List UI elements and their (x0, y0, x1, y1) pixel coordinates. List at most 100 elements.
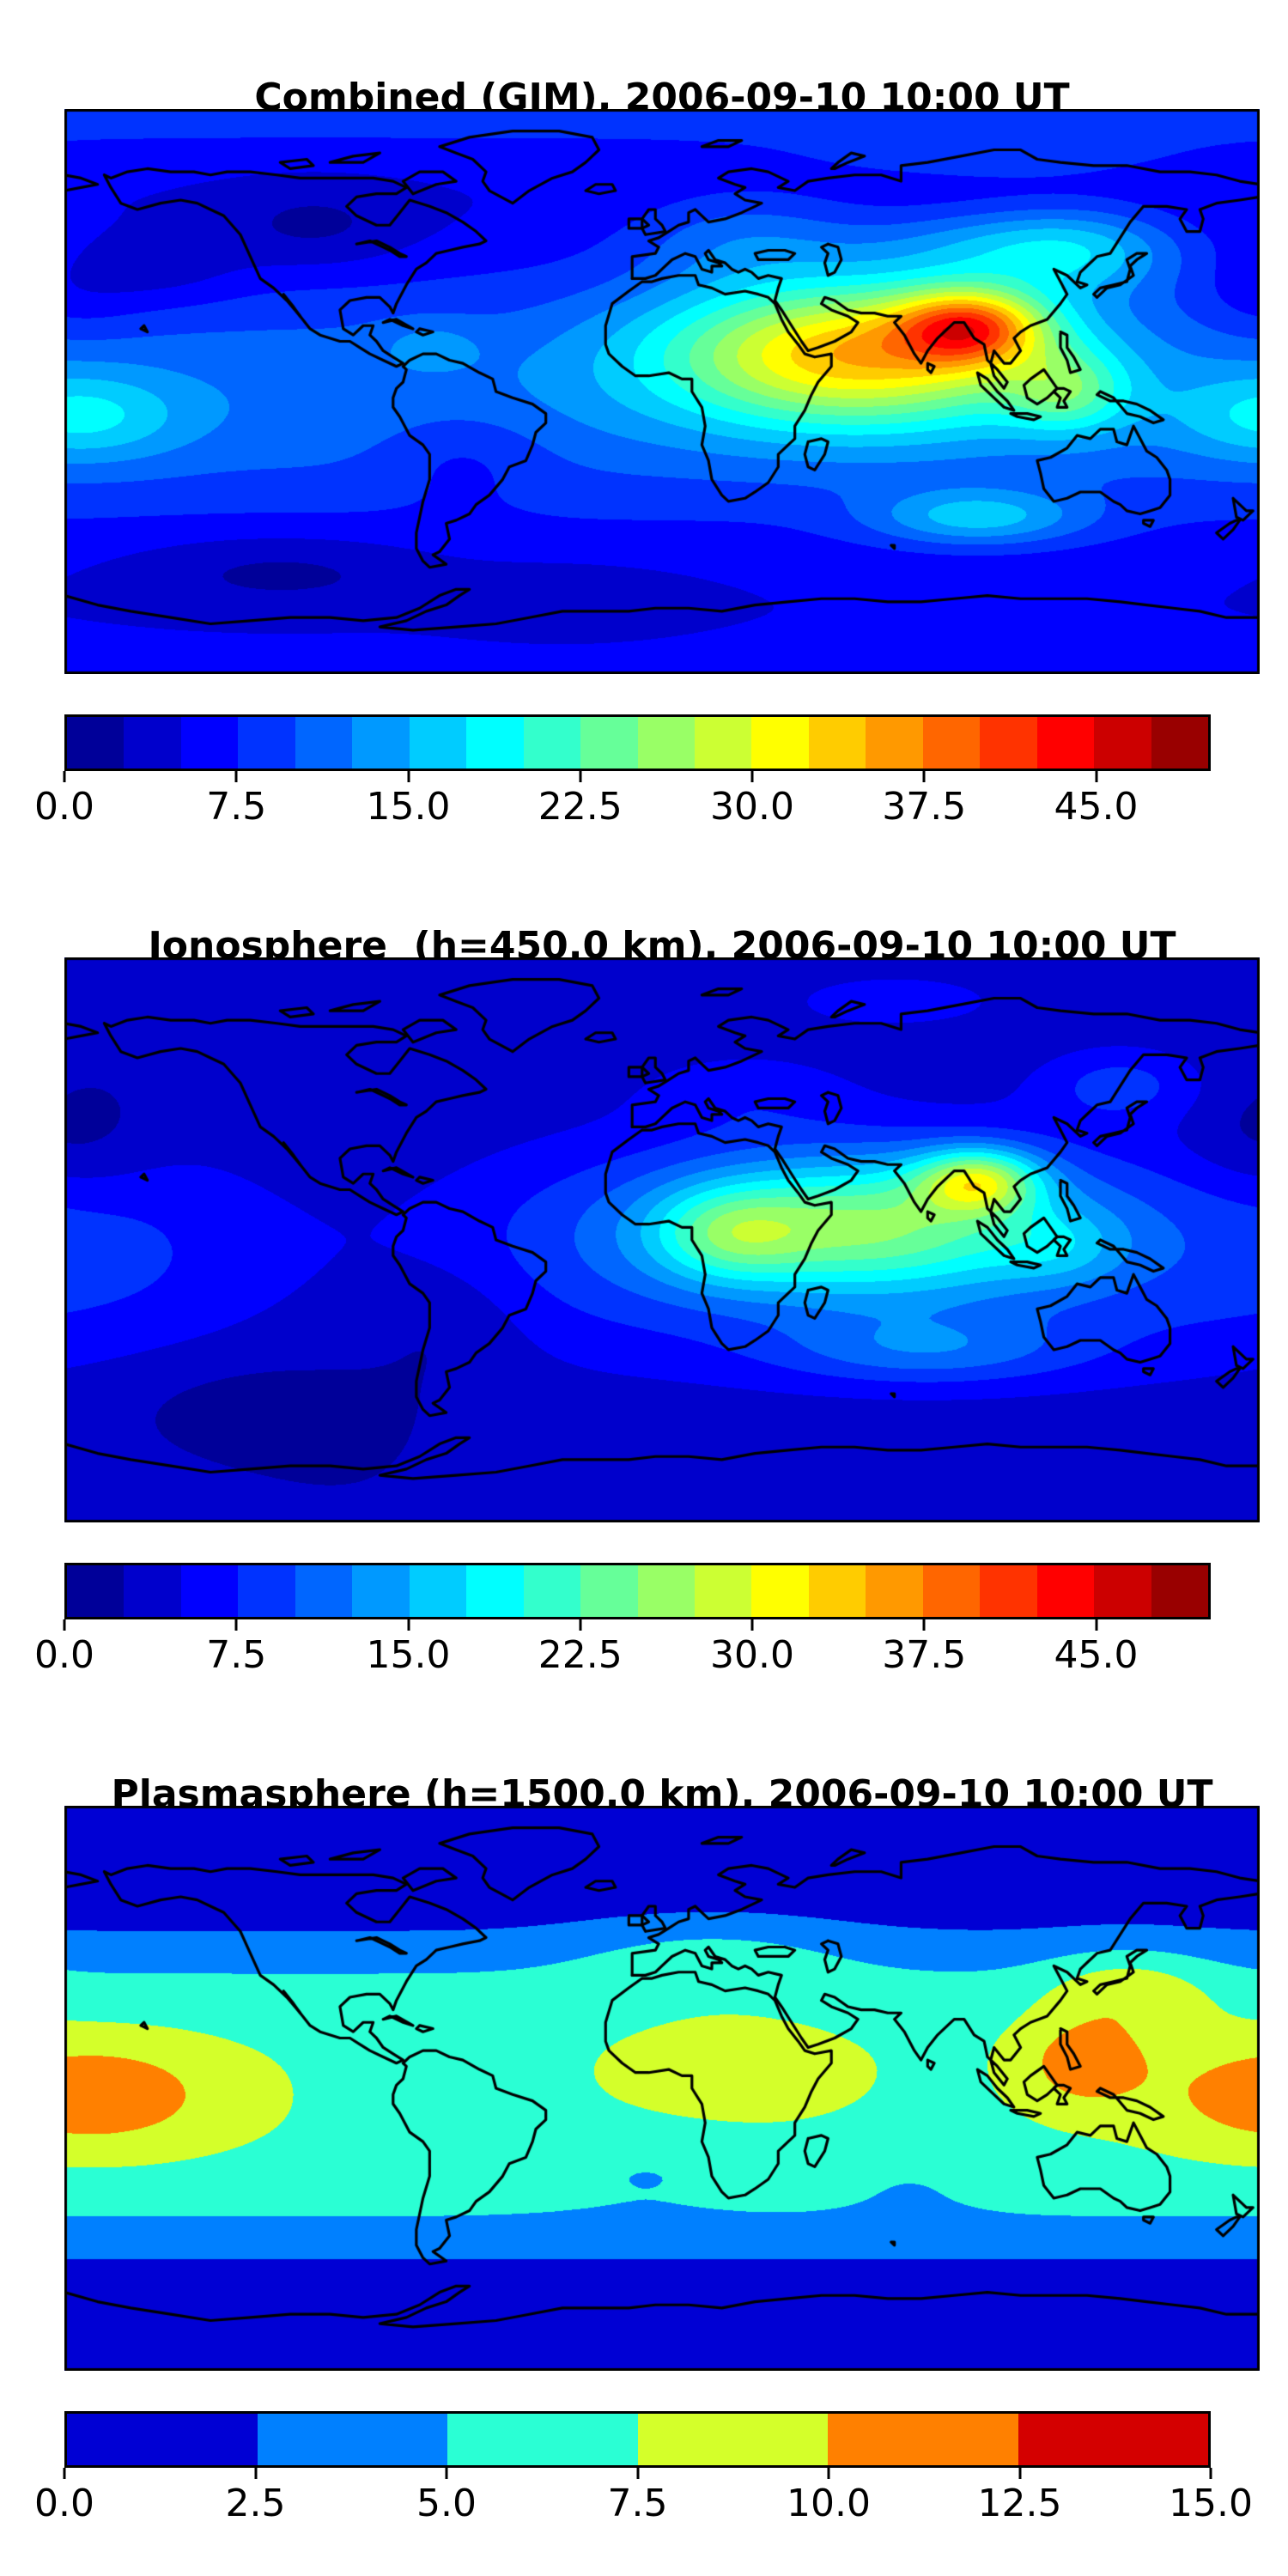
ionosphere-colorbar-segment-13 (808, 1565, 866, 1617)
ionosphere-ticklabel-3: 22.5 (538, 1633, 623, 1677)
combined-colorbar-segment-17 (1036, 717, 1095, 769)
combined-ticklabel-6: 45.0 (1054, 785, 1139, 829)
ionosphere-tickmark-5 (922, 1619, 926, 1631)
ionosphere-tickmark-1 (234, 1619, 238, 1631)
combined-colorbar (64, 714, 1211, 771)
combined-ticklabel-0: 0.0 (34, 785, 94, 829)
combined-colorbar-segment-16 (980, 717, 1037, 769)
plasmasphere-colorbar-segment-0 (67, 2414, 258, 2465)
combined-tickmark-0 (63, 771, 66, 782)
ionosphere-colorbar-labels: 0.0 7.5 15.0 22.5 30.0 37.5 45.0 (34, 1633, 1211, 1678)
ionosphere-colorbar-segment-4 (295, 1565, 353, 1617)
combined-tickmark-4 (750, 771, 754, 782)
plasmasphere-colorbar-segment-4 (828, 2414, 1018, 2465)
ionosphere-colorbar-segment-11 (694, 1565, 752, 1617)
ionosphere-ticklabel-2: 15.0 (366, 1633, 451, 1677)
combined-tickmark-3 (579, 771, 582, 782)
combined-colorbar-ticks (63, 771, 1211, 783)
ionosphere-colorbar-segment-1 (124, 1565, 181, 1617)
plasmasphere-colorbar-ticks (63, 2468, 1212, 2480)
plasmasphere-ticklabel-5: 12.5 (977, 2482, 1062, 2525)
ionosphere-colorbar-segment-9 (580, 1565, 638, 1617)
plasmasphere-colorbar-labels: 0.0 2.5 5.0 7.5 10.0 12.5 15.0 (34, 2482, 1253, 2526)
ionosphere-tickmark-0 (63, 1619, 66, 1631)
combined-colorbar-segment-5 (352, 717, 410, 769)
plasmasphere-tickmark-5 (1018, 2468, 1021, 2479)
combined-colorbar-segment-6 (409, 717, 467, 769)
plasmasphere-tickmark-6 (1209, 2468, 1212, 2479)
combined-map-canvas (64, 109, 1260, 674)
plasmasphere-ticklabel-4: 10.0 (787, 2482, 871, 2525)
plasmasphere-ticklabel-0: 0.0 (34, 2482, 94, 2525)
plasmasphere-colorbar-segment-2 (447, 2414, 638, 2465)
plasmasphere-ticklabel-1: 2.5 (225, 2482, 286, 2525)
combined-colorbar-segment-2 (180, 717, 239, 769)
plasmasphere-ticklabel-2: 5.0 (416, 2482, 477, 2525)
plasmasphere-ticklabel-6: 15.0 (1169, 2482, 1253, 2525)
ionosphere-tickmark-4 (750, 1619, 754, 1631)
combined-colorbar-segment-1 (124, 717, 181, 769)
ionosphere-colorbar-segment-8 (523, 1565, 581, 1617)
ionosphere-ticklabel-5: 37.5 (882, 1633, 967, 1677)
combined-tickmark-5 (922, 771, 926, 782)
combined-colorbar-segment-18 (1094, 717, 1151, 769)
ionosphere-ticklabel-1: 7.5 (206, 1633, 267, 1677)
ionosphere-ticklabel-6: 45.0 (1054, 1633, 1139, 1677)
combined-colorbar-segment-14 (866, 717, 923, 769)
ionosphere-tickmark-3 (579, 1619, 582, 1631)
ionosphere-colorbar-segment-18 (1094, 1565, 1151, 1617)
plasmasphere-tickmark-2 (445, 2468, 448, 2479)
plasmasphere-colorbar-segment-5 (1018, 2414, 1208, 2465)
ionosphere-tickmark-2 (407, 1619, 410, 1631)
combined-ticklabel-5: 37.5 (882, 785, 967, 829)
combined-colorbar-segment-3 (238, 717, 295, 769)
plasmasphere-map-canvas (64, 1806, 1260, 2371)
ionosphere-colorbar-segment-7 (466, 1565, 524, 1617)
combined-colorbar-segment-10 (637, 717, 695, 769)
plasmasphere-tickmark-4 (827, 2468, 830, 2479)
ionosphere-colorbar-segment-16 (980, 1565, 1037, 1617)
plasmasphere-colorbar-segment-3 (637, 2414, 828, 2465)
combined-ticklabel-1: 7.5 (206, 785, 267, 829)
ionosphere-colorbar-segment-14 (866, 1565, 923, 1617)
combined-colorbar-segment-4 (295, 717, 353, 769)
combined-colorbar-segment-13 (808, 717, 866, 769)
plasmasphere-colorbar-segment-1 (257, 2414, 447, 2465)
ionosphere-colorbar-segment-0 (67, 1565, 125, 1617)
ionosphere-colorbar-segment-6 (409, 1565, 467, 1617)
combined-colorbar-segment-7 (466, 717, 524, 769)
ionosphere-colorbar-segment-15 (922, 1565, 981, 1617)
ionosphere-map-canvas (64, 957, 1260, 1522)
combined-colorbar-labels: 0.0 7.5 15.0 22.5 30.0 37.5 45.0 (34, 785, 1211, 829)
plasmasphere-ticklabel-3: 7.5 (607, 2482, 668, 2525)
plasmasphere-tickmark-0 (63, 2468, 66, 2479)
plasmasphere-tickmark-3 (636, 2468, 639, 2479)
combined-colorbar-segment-15 (922, 717, 981, 769)
combined-colorbar-segment-8 (523, 717, 581, 769)
combined-tickmark-6 (1095, 771, 1097, 782)
ionosphere-tickmark-6 (1095, 1619, 1097, 1631)
ionosphere-colorbar (64, 1563, 1211, 1619)
ionosphere-colorbar-segment-19 (1151, 1565, 1209, 1617)
plasmasphere-colorbar (64, 2411, 1211, 2468)
combined-colorbar-segment-12 (751, 717, 809, 769)
combined-tickmark-2 (407, 771, 410, 782)
combined-ticklabel-3: 22.5 (538, 785, 623, 829)
plasmasphere-tickmark-1 (254, 2468, 257, 2479)
combined-tickmark-1 (234, 771, 238, 782)
ionosphere-ticklabel-4: 30.0 (710, 1633, 794, 1677)
ionosphere-colorbar-ticks (63, 1619, 1211, 1631)
ionosphere-ticklabel-0: 0.0 (34, 1633, 94, 1677)
combined-ticklabel-2: 15.0 (366, 785, 451, 829)
combined-colorbar-segment-9 (580, 717, 638, 769)
ionosphere-colorbar-segment-17 (1036, 1565, 1095, 1617)
ionosphere-colorbar-segment-10 (637, 1565, 695, 1617)
combined-colorbar-segment-11 (694, 717, 752, 769)
ionosphere-colorbar-segment-5 (352, 1565, 410, 1617)
ionosphere-colorbar-segment-12 (751, 1565, 809, 1617)
ionosphere-colorbar-segment-2 (180, 1565, 239, 1617)
combined-colorbar-segment-19 (1151, 717, 1209, 769)
ionosphere-colorbar-segment-3 (238, 1565, 295, 1617)
combined-colorbar-segment-0 (67, 717, 125, 769)
